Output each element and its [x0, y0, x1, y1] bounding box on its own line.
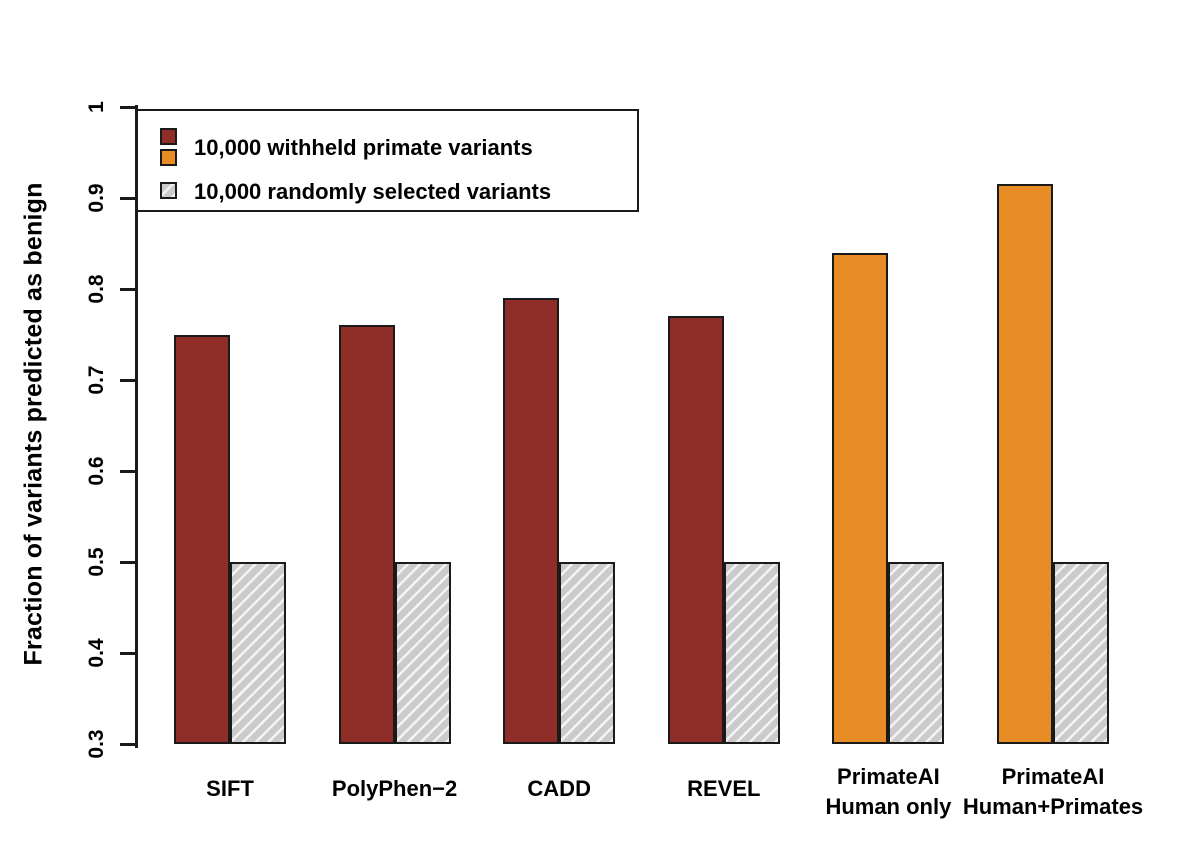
- bar-withheld-1: [174, 334, 230, 744]
- y-tick-label: 0.8: [85, 274, 108, 304]
- y-axis-title: Fraction of variants predicted as benign: [19, 182, 48, 666]
- legend-label-withheld: 10,000 withheld primate variants: [194, 135, 533, 160]
- legend-swatch-withheld-red-icon: [160, 128, 177, 145]
- y-tick-mark: [120, 742, 136, 746]
- bar-withheld-5: [832, 252, 889, 744]
- x-axis-label-3: CADD: [527, 776, 591, 801]
- y-axis-line: [135, 105, 138, 748]
- bar-random-1: [230, 562, 286, 744]
- y-tick-label: 0.9: [85, 183, 108, 213]
- y-tick-label: 1: [85, 101, 108, 113]
- y-tick-label: 0.6: [85, 456, 108, 486]
- legend-label-random: 10,000 randomly selected variants: [194, 179, 552, 204]
- y-tick-label: 0.4: [85, 638, 108, 668]
- y-tick-mark: [120, 560, 136, 564]
- y-tick-label: 0.5: [85, 547, 108, 577]
- x-axis-label-2: PolyPhen−2: [331, 776, 458, 801]
- x-axis-label-6: PrimateAI Human+Primates: [962, 764, 1144, 819]
- bar-random-5: [888, 562, 945, 744]
- y-tick-mark: [120, 469, 136, 473]
- y-tick-mark: [120, 287, 136, 291]
- y-tick-mark: [120, 105, 136, 109]
- bar-random-3: [559, 562, 616, 744]
- bar-random-2: [394, 562, 451, 744]
- legend: 10,000 withheld primate variants 10,000 …: [136, 109, 639, 212]
- bar-random-6: [1053, 562, 1109, 744]
- bar-withheld-6: [997, 184, 1053, 744]
- x-axis-label-4: REVEL: [687, 776, 761, 801]
- legend-swatch-random-hatched-icon: [160, 182, 177, 199]
- bar-withheld-2: [338, 325, 395, 744]
- bar-random-4: [723, 562, 780, 744]
- bar-withheld-3: [503, 298, 560, 744]
- y-tick-label: 0.7: [85, 365, 108, 395]
- x-axis-label-5: PrimateAI Human only: [825, 764, 952, 819]
- legend-swatch-withheld-orange-icon: [160, 149, 177, 166]
- y-tick-mark: [120, 196, 136, 200]
- y-tick-label: 0.3: [85, 729, 108, 759]
- bar-withheld-4: [667, 316, 724, 744]
- y-tick-mark: [120, 651, 136, 655]
- x-axis-label-1: SIFT: [206, 776, 254, 801]
- y-tick-mark: [120, 378, 136, 382]
